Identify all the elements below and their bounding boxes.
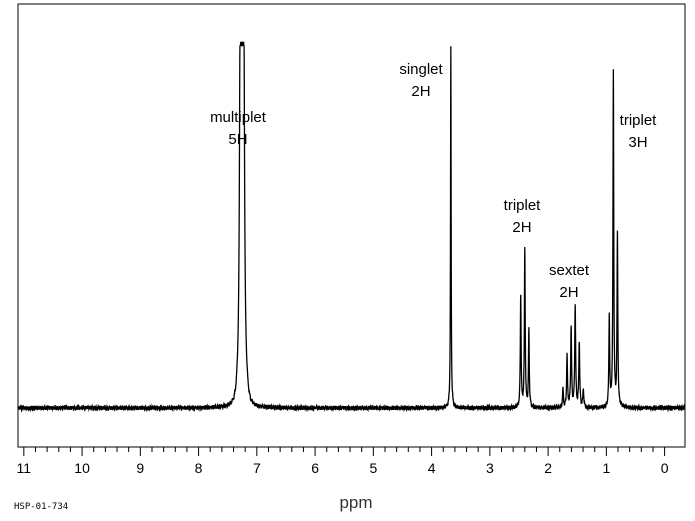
peak-annotation: triplet 3H [620, 112, 658, 151]
peak-multiplicity-label: triplet [504, 197, 542, 214]
spectrum-trace [17, 41, 686, 413]
x-tick-label: 7 [253, 460, 261, 476]
peak-integration-label: 2H [559, 284, 578, 301]
sample-id-label: HSP-01-734 [14, 502, 68, 512]
x-tick-label: 0 [661, 460, 669, 476]
peak-annotation: triplet 2H [504, 197, 542, 236]
peak-multiplicity-label: sextet [549, 262, 590, 279]
x-axis-title: ppm [339, 493, 372, 512]
x-tick-label: 2 [544, 460, 552, 476]
peak-annotations: multiplet5Hsinglet2Htriplet2Hsextet2Htri… [210, 61, 657, 301]
peak-integration-label: 2H [411, 83, 430, 100]
x-tick-label: 6 [311, 460, 319, 476]
x-tick-label: 8 [195, 460, 203, 476]
x-tick-label: 3 [486, 460, 494, 476]
x-tick-label: 1 [602, 460, 610, 476]
peak-integration-label: 2H [512, 219, 531, 236]
peak-annotation: sextet 2H [549, 262, 590, 301]
x-tick-label: 10 [74, 460, 90, 476]
peak-annotation: singlet 2H [399, 61, 443, 100]
x-tick-label: 5 [369, 460, 377, 476]
x-axis-ticks [23, 447, 666, 456]
peak-multiplicity-label: singlet [399, 61, 443, 78]
x-tick-label: 11 [17, 460, 32, 476]
peak-multiplicity-label: triplet [620, 112, 658, 129]
peak-integration-label: 5H [228, 131, 247, 148]
peak-annotation: multiplet 5H [210, 109, 267, 148]
x-tick-label: 4 [428, 460, 436, 476]
plot-frame [17, 3, 686, 448]
peak-multiplicity-label: multiplet [210, 109, 267, 126]
x-axis-tick-labels: 11 10 9 8 7 6 5 4 3 2 1 0 [17, 460, 669, 476]
peak-integration-label: 3H [628, 134, 647, 151]
x-tick-label: 9 [136, 460, 144, 476]
